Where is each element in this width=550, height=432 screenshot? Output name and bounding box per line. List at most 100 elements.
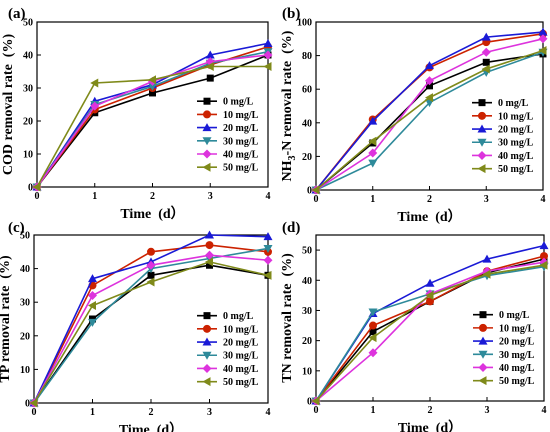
y-tick-label: 50 <box>23 18 33 29</box>
panel-c: (c) 0 10 20 30 40 50 0 1 2 3 4 Time (d） TP removal ra… <box>0 220 273 432</box>
data-point <box>425 61 434 70</box>
legend: 0 mg/L 10 mg/L 20 mg/L 30 mg/L 40 mg/L 50 mg/… <box>197 311 259 388</box>
legend-marker <box>478 111 486 120</box>
legend-label: 30 mg/L <box>499 350 535 361</box>
data-point <box>481 47 491 57</box>
y-axis-label: TP removal rate (%) <box>0 255 13 383</box>
legend-marker <box>202 149 212 159</box>
data-point <box>481 32 491 41</box>
data-point <box>482 269 491 279</box>
legend-label: 20 mg/L <box>499 337 535 348</box>
data-point <box>263 232 273 241</box>
legend: 0 mg/L 10 mg/L 20 mg/L 30 mg/L 40 mg/L 50 mg/… <box>473 310 535 387</box>
panel-a: (a) 0 10 20 30 40 50 0 1 2 3 4 Time (d） COD removal r… <box>1 6 273 222</box>
y-tick-label: 0 <box>307 186 312 197</box>
x-tick-label: 1 <box>92 191 97 202</box>
legend-marker <box>478 362 488 372</box>
y-tick-label: 40 <box>23 51 33 62</box>
legend-marker <box>202 123 212 132</box>
data-point <box>538 46 547 56</box>
legend: 0 mg/L 10 mg/L 20 mg/L 30 mg/L 40 mg/L 50 mg/… <box>197 97 259 174</box>
data-point <box>368 348 378 358</box>
panel-b: (b) 0 20 40 60 80 100 0 1 2 3 4 Time (d） NH3-N remova… <box>280 6 548 225</box>
y-axis-label: COD removal rate (%) <box>1 34 16 176</box>
y-tick-label: 20 <box>302 152 312 163</box>
data-point <box>425 290 434 300</box>
data-point <box>482 254 492 263</box>
data-point <box>205 62 214 72</box>
x-tick-label: 4 <box>542 405 547 416</box>
data-point <box>205 257 213 267</box>
y-tick-label: 0 <box>28 183 33 194</box>
legend-label: 10 mg/L <box>499 323 535 334</box>
data-point <box>88 290 97 300</box>
data-point <box>206 74 214 82</box>
legend-marker <box>479 311 487 319</box>
panel-d: (d) 0 10 20 30 40 50 0 1 2 3 4 Time (d） TN removal ra… <box>280 220 549 432</box>
legend-marker <box>478 336 488 345</box>
data-point <box>368 148 378 158</box>
x-tick-label: 0 <box>35 191 40 202</box>
x-tick-label: 4 <box>266 191 271 202</box>
x-tick-label: 0 <box>314 405 319 416</box>
data-point <box>539 241 549 250</box>
data-point <box>426 82 433 90</box>
legend-label: 40 mg/L <box>223 150 259 161</box>
data-point <box>368 333 377 343</box>
legend-marker <box>477 138 487 147</box>
x-tick-label: 3 <box>207 407 212 418</box>
legend-marker <box>203 97 211 105</box>
x-tick-label: 4 <box>541 194 546 205</box>
series-50-mg-l <box>311 46 547 195</box>
legend-label: 50 mg/L <box>223 163 259 174</box>
legend-marker <box>203 324 211 333</box>
legend-marker <box>202 351 212 360</box>
legend-label: 40 mg/L <box>499 363 535 374</box>
x-tick-label: 2 <box>150 191 155 202</box>
legend-label: 0 mg/L <box>499 310 530 321</box>
x-tick-label: 2 <box>149 407 154 418</box>
data-point <box>369 321 377 330</box>
y-tick-label: 80 <box>302 51 312 62</box>
legend-label: 40 mg/L <box>498 151 534 162</box>
panel-label: (d) <box>282 220 300 236</box>
data-point <box>368 116 378 125</box>
legend-label: 40 mg/L <box>223 364 259 375</box>
data-point <box>88 274 97 283</box>
legend-label: 0 mg/L <box>223 97 254 108</box>
y-axis-label: TN removal rate (%) <box>280 253 295 383</box>
legend-marker <box>479 323 487 332</box>
legend-marker <box>477 124 487 133</box>
y-tick-label: 60 <box>302 85 312 96</box>
data-point <box>146 277 155 287</box>
legend-marker <box>202 363 212 373</box>
data-point <box>539 260 548 270</box>
data-point <box>149 89 156 97</box>
data-point <box>425 93 433 103</box>
y-tick-label: 50 <box>302 246 312 257</box>
y-tick-label: 10 <box>20 365 30 376</box>
x-tick-label: 1 <box>370 194 375 205</box>
data-point <box>88 318 97 327</box>
x-tick-label: 3 <box>484 194 489 205</box>
legend-marker <box>203 110 211 119</box>
series-50-mg-l <box>32 62 272 192</box>
x-tick-label: 0 <box>32 407 37 418</box>
panel-label: (b) <box>282 6 300 22</box>
data-point <box>263 38 273 47</box>
y-tick-label: 20 <box>23 117 33 128</box>
series-50-mg-l <box>29 257 272 408</box>
data-point <box>369 328 377 336</box>
legend-marker <box>477 164 486 174</box>
data-point <box>206 261 213 269</box>
x-axis-label: Time (d） <box>398 420 462 432</box>
data-point <box>205 241 214 250</box>
data-point <box>29 398 38 408</box>
data-point <box>425 278 435 287</box>
x-tick-label: 3 <box>485 405 490 416</box>
legend-label: 10 mg/L <box>223 324 259 335</box>
data-point <box>146 260 156 270</box>
legend-label: 0 mg/L <box>498 98 529 109</box>
y-axis-label: NH3-N removal rate (%) <box>280 30 298 181</box>
x-tick-label: 2 <box>427 194 432 205</box>
